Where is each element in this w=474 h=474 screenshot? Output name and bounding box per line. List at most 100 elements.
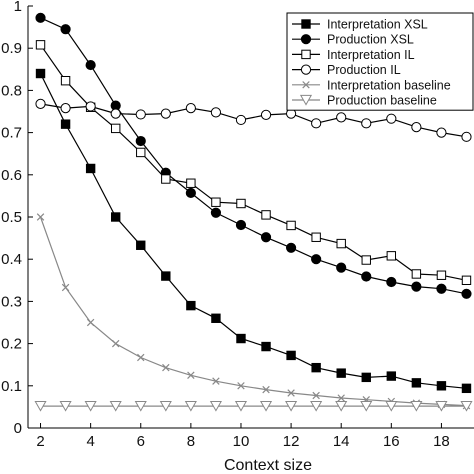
data-point bbox=[335, 400, 348, 412]
series-production-xsl bbox=[35, 12, 472, 299]
data-point bbox=[285, 400, 298, 412]
data-point bbox=[436, 270, 447, 280]
data-point bbox=[311, 232, 321, 242]
data-point bbox=[336, 262, 347, 273]
data-point bbox=[211, 197, 221, 207]
legend-entry: Interpretation IL bbox=[292, 48, 415, 62]
data-point bbox=[185, 103, 196, 114]
data-point bbox=[135, 135, 146, 147]
data-point bbox=[361, 372, 371, 383]
series-interpretation-il bbox=[35, 40, 472, 286]
y-tick-label: 1 bbox=[14, 0, 22, 15]
data-point bbox=[311, 254, 322, 265]
data-point bbox=[34, 400, 47, 412]
y-tick-label: 0.4 bbox=[1, 251, 22, 268]
data-point bbox=[85, 101, 96, 112]
legend-label: Production IL bbox=[327, 63, 401, 77]
data-point bbox=[212, 377, 220, 385]
x-tick-label: 18 bbox=[433, 433, 450, 450]
data-point bbox=[161, 271, 171, 281]
data-point bbox=[436, 127, 447, 138]
data-point bbox=[161, 174, 171, 184]
legend-label: Production XSL bbox=[327, 33, 414, 47]
data-point bbox=[135, 109, 146, 120]
data-point bbox=[312, 391, 320, 400]
y-tick-label: 0.7 bbox=[1, 125, 22, 142]
data-point bbox=[235, 219, 247, 231]
series-production-il bbox=[35, 98, 472, 142]
data-point bbox=[35, 98, 46, 110]
data-point bbox=[261, 210, 271, 220]
data-point bbox=[160, 108, 171, 119]
data-point bbox=[236, 333, 246, 344]
data-point bbox=[435, 400, 448, 412]
x-tick-label: 10 bbox=[233, 433, 250, 450]
data-point bbox=[436, 283, 447, 294]
legend-entry: Production baseline bbox=[292, 94, 437, 108]
data-point bbox=[210, 107, 222, 118]
data-point bbox=[310, 400, 323, 412]
legend-marker bbox=[299, 94, 313, 106]
data-point bbox=[260, 109, 272, 120]
legend-label: Production baseline bbox=[327, 94, 437, 108]
legend-label: Interpretation IL bbox=[327, 48, 415, 62]
series-line bbox=[39, 216, 467, 407]
data-point bbox=[110, 108, 121, 119]
plot-layer bbox=[34, 12, 473, 412]
legend-marker bbox=[302, 81, 310, 89]
data-point bbox=[411, 281, 422, 292]
data-point bbox=[360, 400, 373, 412]
data-point bbox=[60, 103, 71, 114]
y-tick-label: 0.9 bbox=[1, 40, 22, 57]
legend-marker bbox=[301, 19, 311, 29]
data-point bbox=[134, 400, 147, 412]
legend-label: Interpretation baseline bbox=[327, 78, 451, 92]
series-production-baseline bbox=[34, 400, 473, 412]
data-point bbox=[111, 339, 120, 348]
data-point bbox=[110, 123, 121, 134]
legend-entry: Production IL bbox=[292, 63, 401, 77]
data-point bbox=[186, 300, 196, 311]
y-tick-label: 0.5 bbox=[1, 209, 22, 226]
data-point bbox=[60, 24, 71, 35]
data-point bbox=[337, 394, 345, 402]
data-point bbox=[261, 341, 271, 352]
legend-marker bbox=[300, 64, 312, 75]
x-tick-label: 8 bbox=[187, 433, 195, 450]
data-point bbox=[260, 232, 272, 243]
data-point bbox=[85, 59, 96, 71]
y-tick-label: 0.2 bbox=[1, 336, 22, 353]
data-point bbox=[411, 269, 422, 279]
data-point bbox=[361, 118, 372, 129]
data-point bbox=[285, 242, 297, 253]
data-point bbox=[361, 271, 372, 282]
data-point bbox=[187, 371, 195, 379]
data-point bbox=[185, 187, 196, 199]
data-point bbox=[137, 353, 145, 362]
data-point bbox=[436, 381, 447, 391]
data-point bbox=[311, 118, 322, 129]
y-tick-label: 0.8 bbox=[1, 82, 22, 99]
data-point bbox=[159, 400, 172, 412]
legend-marker bbox=[300, 34, 312, 45]
data-point bbox=[210, 207, 222, 218]
y-tick-label: 0 bbox=[14, 420, 22, 437]
data-point bbox=[235, 114, 247, 126]
legend-box bbox=[286, 12, 474, 111]
data-point bbox=[386, 251, 397, 261]
x-axis-title: Context size bbox=[224, 457, 312, 474]
data-point bbox=[60, 119, 71, 129]
y-tick-label: 0.3 bbox=[1, 293, 22, 310]
data-point bbox=[184, 400, 197, 412]
data-point bbox=[186, 178, 196, 188]
legend-entry: Interpretation baseline bbox=[292, 78, 451, 92]
legend-marker bbox=[301, 49, 311, 60]
data-point bbox=[461, 383, 472, 394]
data-point bbox=[411, 122, 422, 133]
data-point bbox=[385, 400, 398, 412]
x-tick-label: 6 bbox=[137, 433, 145, 450]
data-point bbox=[410, 400, 423, 412]
data-point bbox=[336, 112, 347, 123]
data-point bbox=[361, 255, 371, 265]
